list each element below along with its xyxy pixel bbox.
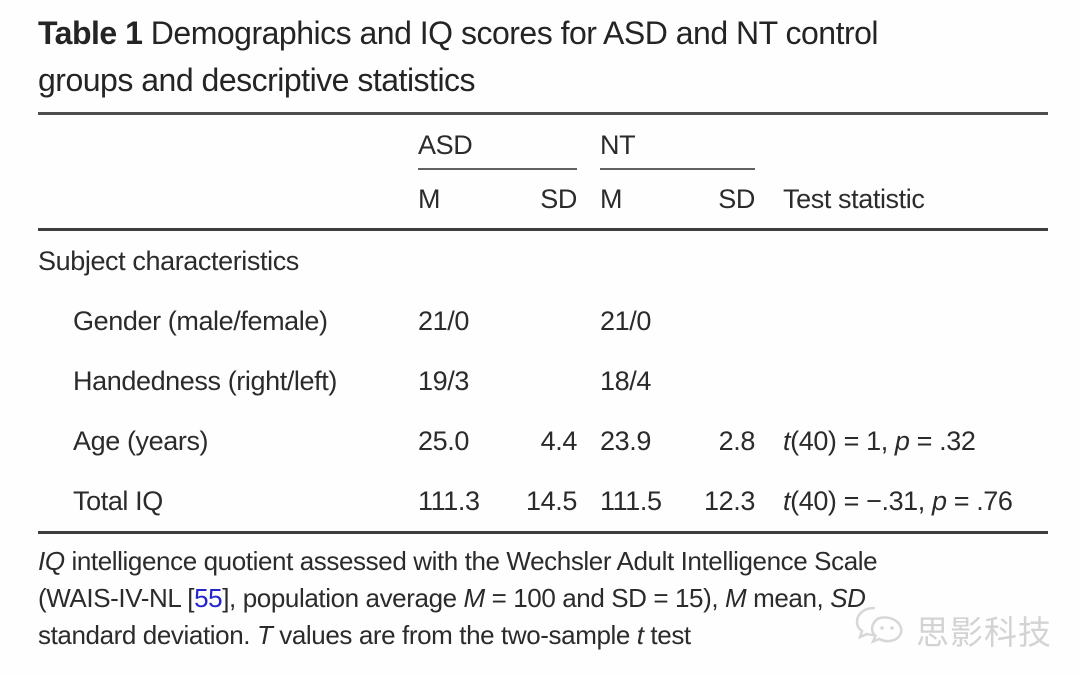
row-label: Gender (male/female)	[73, 305, 328, 336]
t-symbol: t	[783, 425, 791, 456]
test-statistic-cell: t(40) = 1, p = .32	[783, 426, 1048, 457]
caption-line-1: Table 1 Demographics and IQ scores for A…	[38, 10, 1048, 57]
footnote-line-2: (WAIS-IV-NL [55], population average M =…	[38, 580, 1048, 617]
row-label: Handedness (right/left)	[73, 365, 337, 396]
caption-text-2: groups and descriptive statistics	[38, 62, 476, 98]
nt-mean-cell: 18/4	[600, 365, 651, 396]
group-header-nt: NT	[600, 130, 755, 170]
table-content: Table 1 Demographics and IQ scores for A…	[38, 10, 1048, 654]
table-caption: Table 1 Demographics and IQ scores for A…	[38, 10, 1048, 104]
mean-symbol: M	[725, 583, 747, 613]
siying-logo-icon	[852, 604, 910, 656]
asd-sd-cell: 4.4	[540, 425, 578, 456]
col-header-asd-sd: SD	[540, 183, 577, 214]
table-row-age: Age (years) 25.0 4.4 23.9 2.8 t(40) = 1,…	[38, 411, 1048, 471]
t-symbol: T	[256, 620, 273, 650]
col-header-nt-mean: M	[600, 183, 623, 214]
footnote-text: standard deviation.	[38, 620, 257, 650]
asd-mean-cell: 19/3	[418, 365, 469, 396]
footnote-text: test	[643, 620, 691, 650]
sd-abbr: SD	[830, 583, 866, 613]
watermark-text: 思影科技	[916, 614, 1052, 651]
asd-mean-cell: 25.0	[418, 425, 469, 456]
group-header-asd: ASD	[418, 130, 577, 170]
t-symbol: t	[783, 485, 791, 516]
test-value: (40) = 1,	[790, 425, 895, 456]
table-footnote: IQ intelligence quotient assessed with t…	[38, 543, 1048, 654]
p-value: = .32	[909, 425, 976, 456]
column-header-row: M SD M SD Test statistic	[38, 170, 1048, 228]
section-header-row: Subject characteristics	[38, 231, 1048, 291]
table: ASD NT M SD M SD Test statistic	[38, 112, 1048, 534]
asd-mean-cell: 21/0	[418, 305, 469, 336]
asd-sd-cell: 14.5	[526, 485, 577, 516]
table-row-gender: Gender (male/female) 21/0 21/0	[38, 291, 1048, 351]
nt-sd-cell: 12.3	[704, 485, 755, 516]
col-header-test-statistic: Test statistic	[783, 183, 925, 214]
mean-symbol: M	[463, 583, 486, 613]
test-value: (40) = −.31,	[790, 485, 932, 516]
row-label: Age (years)	[73, 425, 209, 456]
iq-abbr: IQ	[38, 546, 65, 576]
table-row-handedness: Handedness (right/left) 19/3 18/4	[38, 351, 1048, 411]
group-header-row: ASD NT	[38, 115, 1048, 170]
footnote-text: ], population average	[222, 583, 464, 613]
footnote-text: mean,	[746, 583, 831, 613]
table-header: ASD NT M SD M SD Test statistic	[38, 115, 1048, 231]
nt-mean-cell: 23.9	[600, 425, 651, 456]
nt-mean-cell: 21/0	[600, 305, 651, 336]
p-value: = .76	[946, 485, 1013, 516]
row-label: Total IQ	[73, 485, 163, 516]
watermark: 思影科技	[852, 604, 1052, 656]
footnote-text: (WAIS-IV-NL [	[38, 583, 195, 613]
nt-sd-cell: 2.8	[718, 425, 756, 456]
asd-mean-cell: 111.3	[418, 485, 480, 516]
caption-text-1: Demographics and IQ scores for ASD and N…	[150, 15, 879, 51]
footnote-text: intelligence quotient assessed with the …	[64, 546, 878, 576]
test-statistic-cell: t(40) = −.31, p = .76	[783, 486, 1048, 517]
footnote-line-1: IQ intelligence quotient assessed with t…	[38, 543, 1048, 580]
caption-line-2: groups and descriptive statistics	[38, 57, 1048, 104]
table-number: Table 1	[38, 15, 143, 51]
p-symbol: p	[894, 425, 910, 456]
nt-mean-cell: 111.5	[600, 485, 662, 516]
footnote-line-3: standard deviation. T values are from th…	[38, 617, 1048, 654]
t-symbol: t	[636, 620, 644, 650]
table-body: Subject characteristics Gender (male/fem…	[38, 231, 1048, 531]
footnote-text: = 100 and SD = 15),	[484, 583, 725, 613]
col-header-asd-mean: M	[418, 183, 441, 214]
section-header-label: Subject characteristics	[38, 245, 299, 276]
citation-link-55[interactable]: 55	[194, 583, 223, 613]
p-symbol: p	[932, 485, 947, 516]
footnote-text: values are from the two-sample	[272, 620, 637, 650]
table-row-total-iq: Total IQ 111.3 14.5 111.5 12.3 t(40) = −…	[38, 471, 1048, 531]
col-header-nt-sd: SD	[718, 183, 755, 214]
